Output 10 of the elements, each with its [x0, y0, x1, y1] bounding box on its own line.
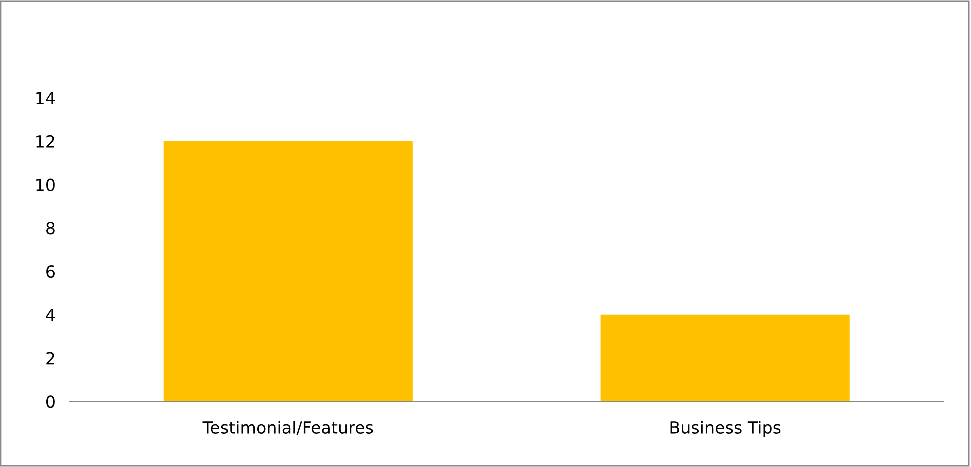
x-tick-label: Testimonial/Features — [202, 421, 374, 436]
y-tick-label: 0 — [46, 396, 55, 408]
y-tick-label: 10 — [36, 178, 55, 192]
y-tick-label: 12 — [36, 135, 54, 148]
y-tick-label: 2 — [46, 352, 54, 365]
y-tick-label: 6 — [46, 265, 55, 278]
y-tick-label: 8 — [46, 222, 55, 235]
y-tick-label: 4 — [46, 309, 56, 322]
x-tick-label: Business Tips — [670, 421, 781, 438]
y-tick-label: 14 — [36, 92, 56, 104]
